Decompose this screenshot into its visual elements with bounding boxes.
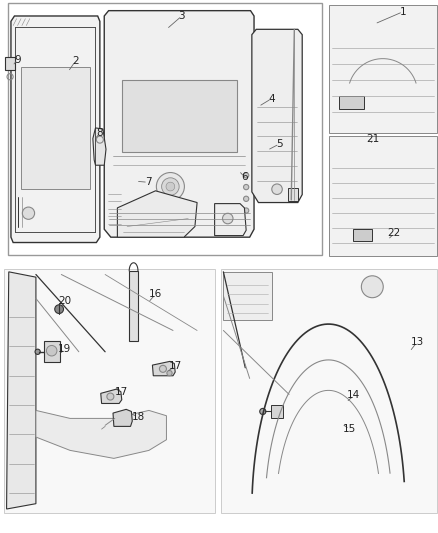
Text: 22: 22	[388, 229, 401, 238]
Circle shape	[107, 393, 114, 400]
Bar	[223, 272, 272, 320]
Text: 7: 7	[145, 177, 152, 187]
Text: 15: 15	[343, 424, 356, 434]
Circle shape	[162, 178, 179, 195]
Circle shape	[260, 408, 266, 415]
Bar	[5, 57, 15, 70]
Circle shape	[166, 182, 175, 191]
Polygon shape	[21, 67, 90, 189]
Circle shape	[35, 349, 40, 354]
Polygon shape	[215, 204, 246, 236]
Circle shape	[22, 207, 35, 220]
Text: 1: 1	[399, 7, 406, 17]
Text: 2: 2	[72, 56, 79, 66]
Text: 6: 6	[241, 172, 248, 182]
Polygon shape	[7, 272, 36, 509]
Circle shape	[223, 213, 233, 224]
Polygon shape	[93, 128, 106, 165]
Text: 5: 5	[276, 139, 283, 149]
Polygon shape	[101, 389, 122, 403]
Text: 16: 16	[149, 289, 162, 299]
Text: 9: 9	[14, 55, 21, 64]
Text: 13: 13	[410, 337, 424, 347]
Circle shape	[244, 208, 249, 213]
Polygon shape	[36, 410, 166, 458]
Polygon shape	[117, 191, 197, 237]
Circle shape	[244, 184, 249, 190]
Text: 4: 4	[268, 94, 275, 103]
Circle shape	[272, 184, 282, 195]
Polygon shape	[104, 11, 254, 237]
Polygon shape	[152, 361, 175, 376]
Circle shape	[159, 365, 166, 373]
Circle shape	[167, 370, 172, 376]
Text: 18: 18	[131, 412, 145, 422]
Bar	[129, 271, 138, 341]
Polygon shape	[328, 5, 437, 133]
Text: 8: 8	[96, 128, 103, 138]
Circle shape	[244, 196, 249, 201]
Text: 20: 20	[58, 296, 71, 306]
Text: 14: 14	[347, 391, 360, 400]
Bar	[339, 96, 364, 109]
Circle shape	[361, 276, 383, 298]
Bar	[271, 405, 283, 418]
Text: 21: 21	[367, 134, 380, 143]
Text: 19: 19	[58, 344, 71, 354]
Polygon shape	[221, 269, 437, 513]
Bar	[288, 188, 298, 201]
Text: 17: 17	[169, 361, 182, 371]
Bar	[44, 341, 60, 362]
Circle shape	[55, 305, 64, 313]
Polygon shape	[11, 16, 100, 243]
Text: 17: 17	[115, 387, 128, 397]
Polygon shape	[122, 80, 237, 152]
Polygon shape	[113, 409, 132, 426]
Circle shape	[244, 173, 249, 178]
Polygon shape	[4, 269, 215, 513]
Circle shape	[156, 173, 184, 200]
Text: 3: 3	[178, 11, 185, 21]
Circle shape	[46, 345, 57, 356]
Polygon shape	[328, 136, 437, 256]
Bar	[8, 3, 322, 255]
Bar	[353, 229, 372, 241]
Polygon shape	[252, 29, 302, 203]
